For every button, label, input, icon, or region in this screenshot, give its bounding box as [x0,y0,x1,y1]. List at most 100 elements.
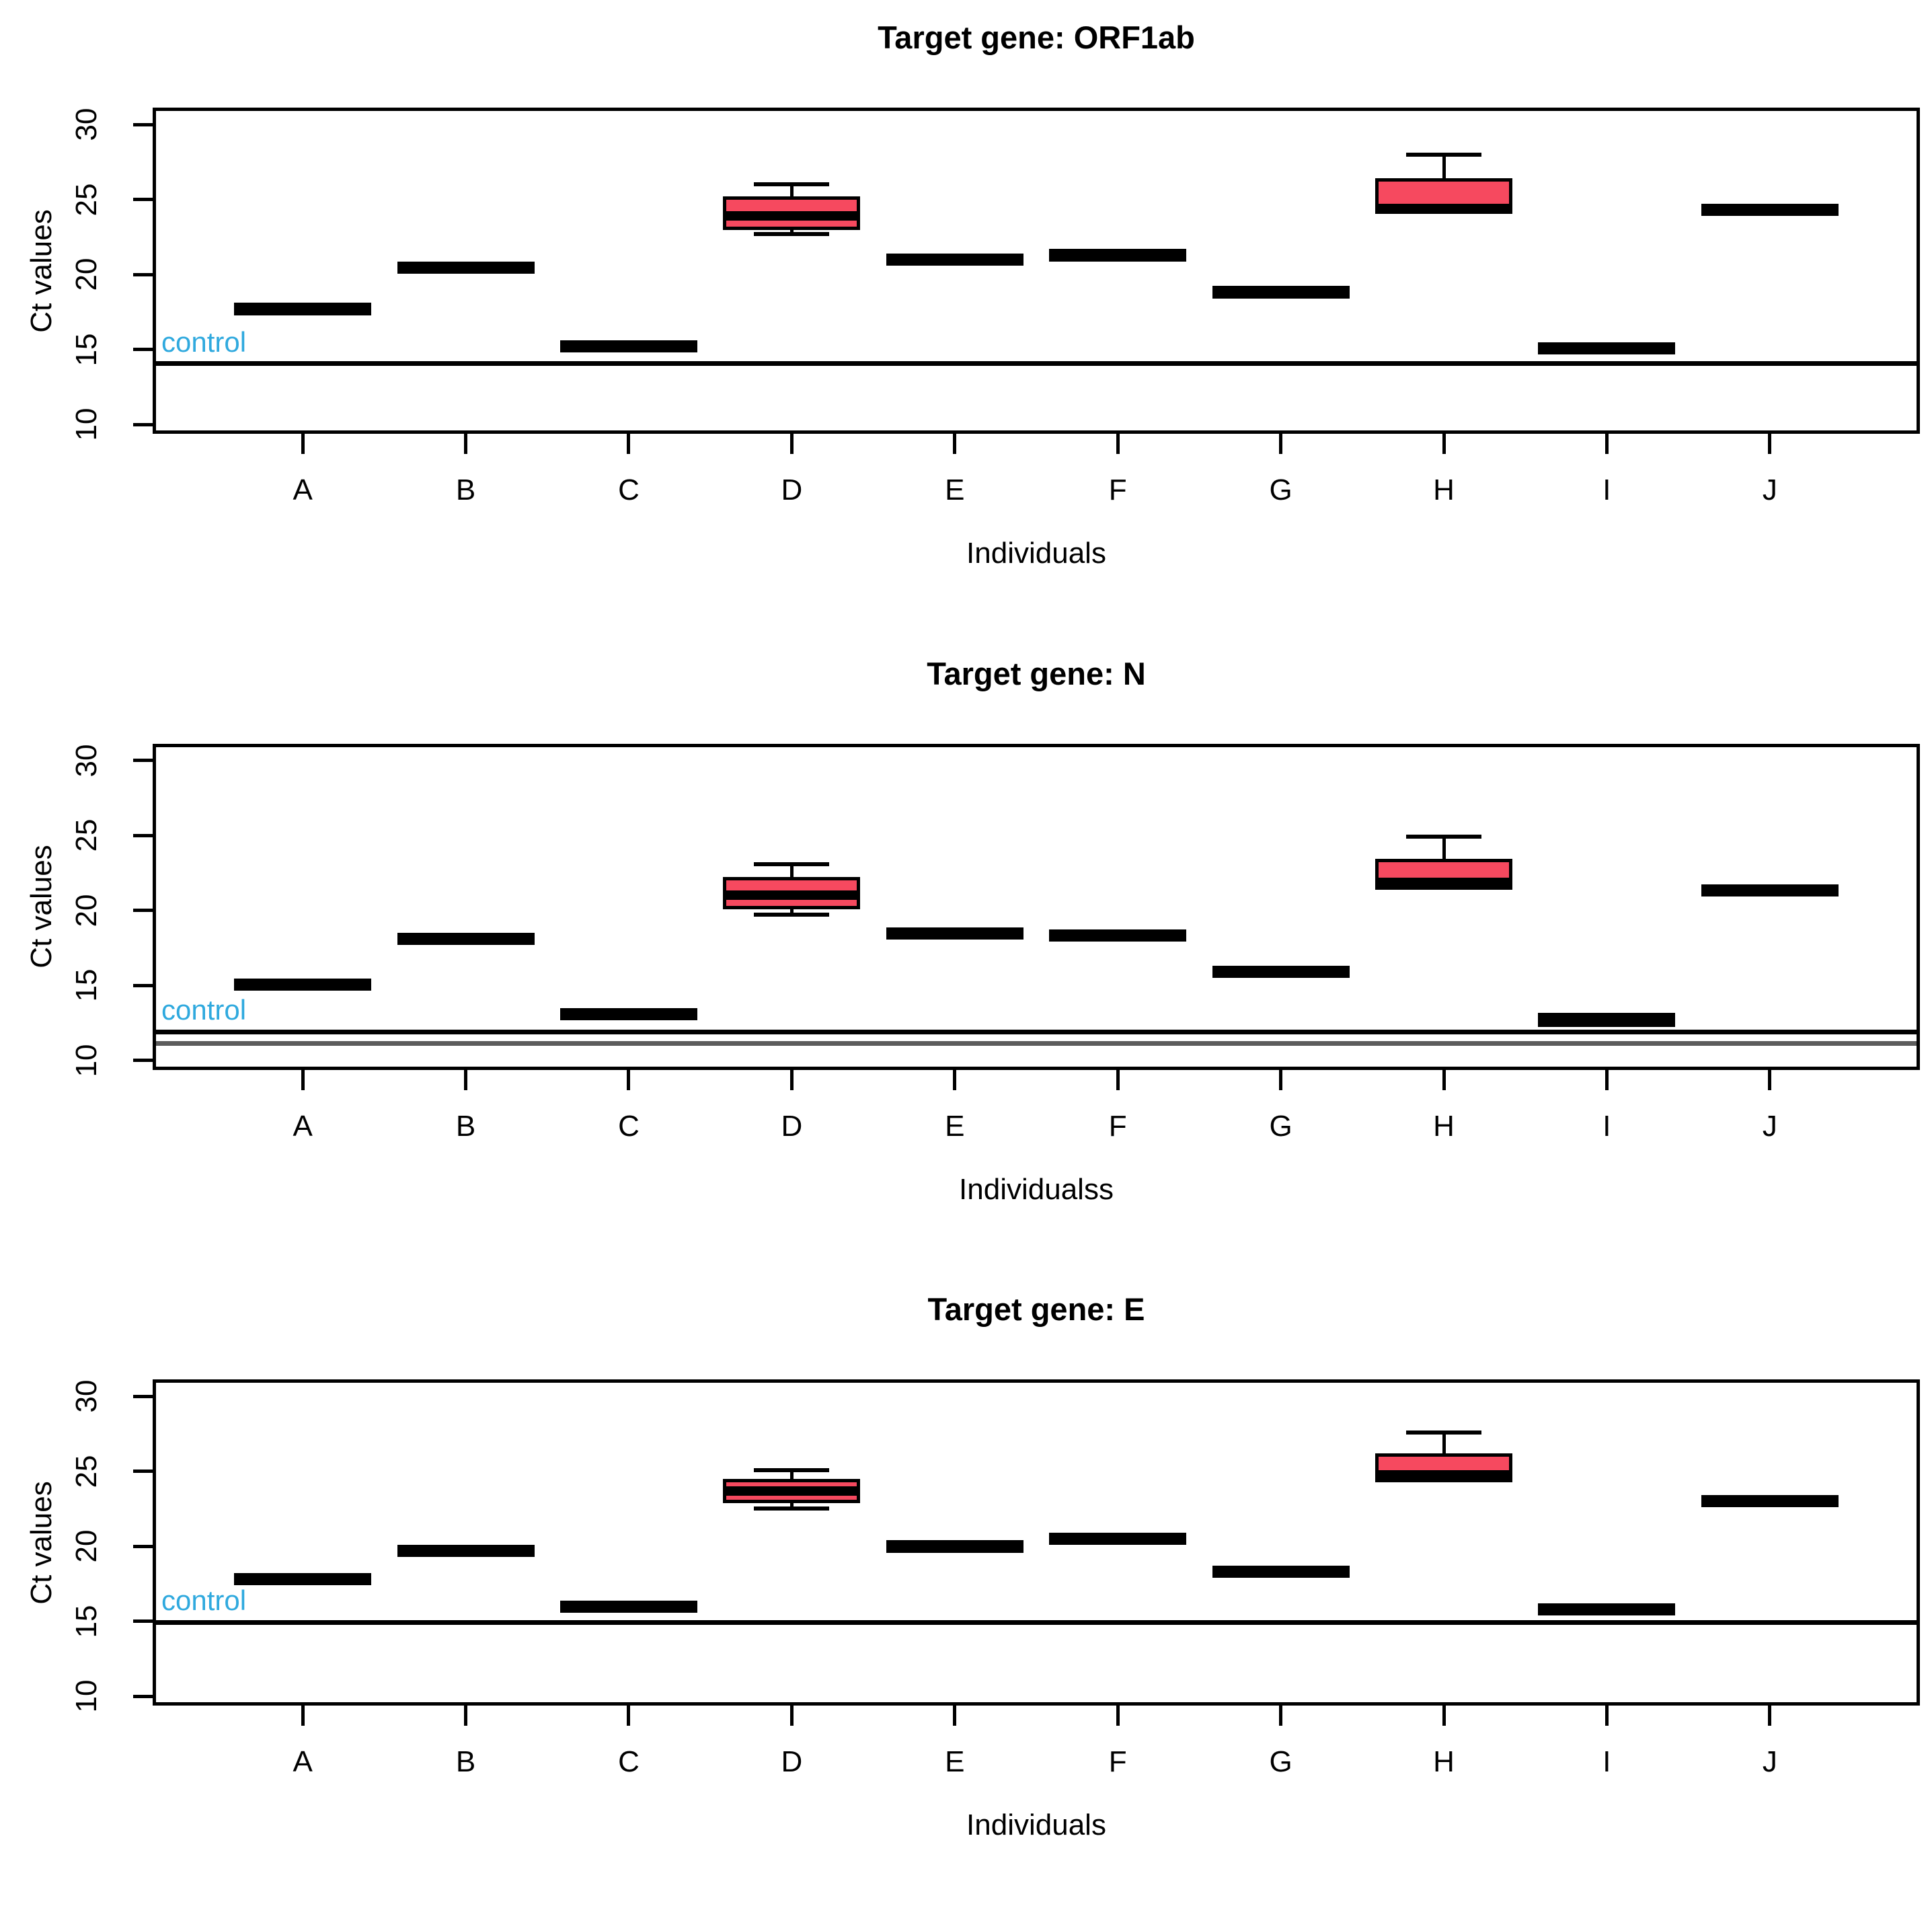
median-line [1052,1533,1184,1543]
x-axis-title: Individuals [966,537,1106,570]
y-tick-mark [133,272,153,276]
y-axis-title: Ct values [25,845,58,968]
x-tick-mark [953,434,957,454]
x-tick-mark [1605,1706,1609,1726]
y-tick-label: 25 [70,818,103,852]
x-tick-mark [1116,434,1120,454]
x-tick-mark [789,434,794,454]
median-line [889,1541,1020,1552]
x-tick-mark [1768,434,1772,454]
median-line [726,890,857,901]
boxplot-panel-1: Target gene: ORF1ab 10 15 20 25 30 Ct values A B… [0,0,1932,636]
x-tick-label: B [455,1109,476,1143]
median-line [563,1009,694,1019]
median-line [1052,930,1184,940]
y-tick-label: 30 [70,744,103,777]
x-tick-mark [1442,434,1446,454]
median-line [400,262,531,272]
median-line [237,1574,369,1584]
median-line [1379,203,1510,213]
x-tick-mark [627,1069,631,1090]
x-tick-label: G [1269,473,1292,506]
x-tick-mark [1116,1069,1120,1090]
median-line [1379,878,1510,888]
x-tick-mark [953,1706,957,1726]
median-line [1379,1470,1510,1480]
y-axis-title: Ct values [25,1481,58,1605]
whisker-cap [1406,835,1482,839]
median-line [1215,287,1346,297]
y-tick-mark [133,1694,153,1698]
y-tick-label: 15 [70,333,103,367]
y-tick-mark [133,1470,153,1474]
boxplot-panel-2: Target gene: N 10 15 20 25 30 Ct values A B C D E F G… [0,636,1932,1272]
y-tick-mark [133,198,153,202]
whisker-line [789,864,794,881]
y-tick-label: 20 [70,894,103,927]
whisker-cap [1406,152,1482,157]
x-tick-mark [789,1706,794,1726]
panel-title: Target gene: ORF1ab [878,20,1195,55]
whisker-cap [754,862,830,866]
x-tick-mark [301,434,305,454]
x-tick-label: C [618,1745,640,1779]
x-tick-mark [1279,1069,1283,1090]
x-tick-label: C [618,473,640,506]
x-tick-mark [953,1069,957,1090]
control-line [156,1029,1917,1034]
whisker-line [789,184,794,200]
x-tick-label: H [1433,473,1455,506]
x-tick-mark [1279,434,1283,454]
x-tick-mark [1768,1706,1772,1726]
x-tick-label: A [293,473,313,506]
y-tick-label: 15 [70,968,103,1002]
x-tick-label: D [781,473,803,506]
control-label: control [161,1585,247,1617]
whisker-cap [1406,1430,1482,1435]
y-tick-label: 30 [70,108,103,141]
control-line [156,361,1917,367]
median-line [1052,250,1184,260]
y-tick-mark [133,833,153,837]
y-tick-label: 10 [70,1044,103,1077]
x-tick-mark [1442,1069,1446,1090]
median-line [1541,343,1672,353]
x-tick-label: C [618,1109,640,1143]
x-tick-mark [464,1069,468,1090]
median-line [1215,966,1346,977]
whisker-line [789,226,794,234]
x-tick-mark [789,1069,794,1090]
x-tick-mark [1116,1706,1120,1726]
whisker-cap [754,1467,830,1472]
median-line [1704,1496,1835,1506]
y-tick-mark [133,1059,153,1063]
x-axis-title: Individuals [966,1808,1106,1842]
whisker-cap [754,182,830,187]
whisker-line [789,906,794,915]
plot-frame [153,1379,1920,1706]
control-label: control [161,994,247,1026]
whisker-cap [754,231,830,236]
x-tick-label: G [1269,1109,1292,1143]
x-tick-label: A [293,1745,313,1779]
median-line [1541,1015,1672,1025]
x-tick-label: B [455,1745,476,1779]
median-line [1541,1603,1672,1613]
median-line [400,933,531,943]
x-tick-mark [301,1069,305,1090]
y-tick-label: 25 [70,183,103,217]
x-tick-label: D [781,1109,803,1143]
x-tick-label: B [455,473,476,506]
median-line [237,979,369,989]
y-tick-mark [133,983,153,987]
y-tick-mark [133,1544,153,1548]
x-tick-label: A [293,1109,313,1143]
median-line [563,1601,694,1611]
y-tick-mark [133,1394,153,1398]
y-tick-label: 20 [70,258,103,291]
y-tick-mark [133,909,153,913]
x-tick-mark [301,1706,305,1726]
panel-title: Target gene: N [927,655,1146,691]
median-line [726,211,857,221]
x-tick-label: F [1108,473,1127,506]
